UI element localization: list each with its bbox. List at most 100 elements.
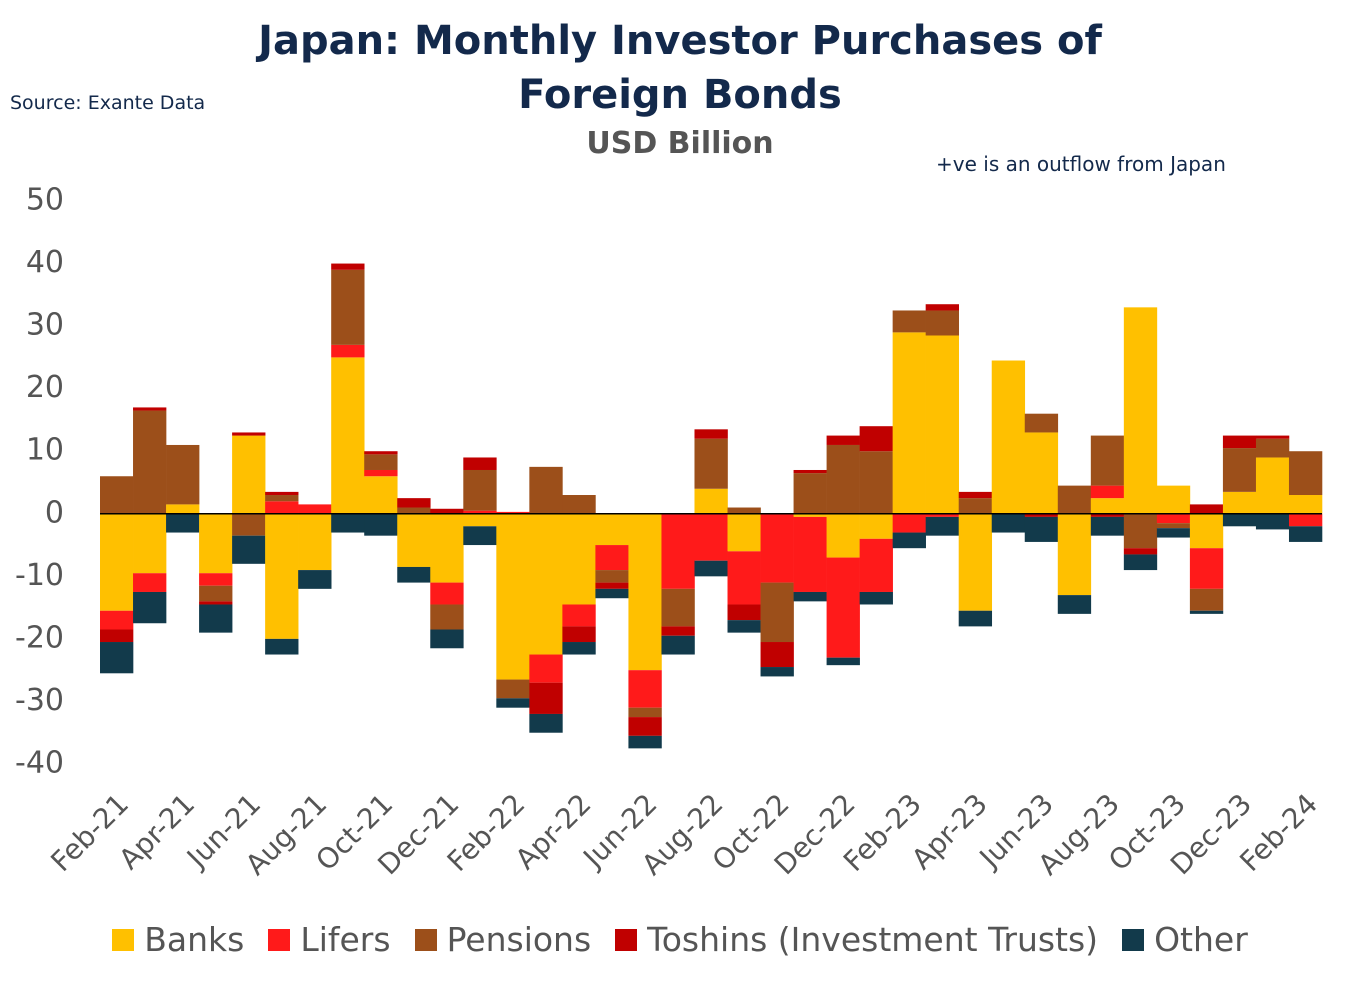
chart-title: Japan: Monthly Investor Purchases of For… (258, 18, 1102, 118)
bar-segment (1156, 528, 1191, 538)
bar-segment (133, 410, 167, 514)
bar-segment (1288, 451, 1323, 496)
legend-swatch (112, 928, 135, 951)
bar-segment (595, 570, 629, 583)
bar-segment (364, 469, 398, 477)
legend-swatch (268, 928, 291, 951)
bar-segment (430, 582, 464, 605)
bar-segment (760, 667, 794, 677)
bar-segment (1123, 307, 1158, 514)
y-tick-label: -30 (15, 683, 64, 718)
legend-label: Banks (144, 920, 245, 959)
legend-item: Banks (112, 920, 244, 959)
bar-segment (529, 513, 563, 655)
y-tick-label: 40 (26, 245, 64, 280)
bar-segment (1024, 516, 1059, 542)
bar-segment (1057, 513, 1092, 596)
bar-segment (1156, 523, 1191, 529)
bar-segment (628, 513, 662, 671)
bar-segment (496, 679, 530, 699)
bar-segment (958, 513, 993, 611)
y-tick-label: 10 (26, 433, 64, 468)
legend-item: Other (1122, 920, 1248, 959)
x-tick-label: Apr-23 (905, 787, 994, 876)
bar-segment (463, 469, 497, 511)
bar-segment (199, 573, 233, 586)
bar-segment (133, 407, 167, 411)
bar-segment (1156, 513, 1191, 524)
bar-segment (892, 310, 926, 333)
bar-segment (958, 610, 993, 627)
bar-segment (661, 588, 695, 627)
bar-segment (265, 638, 299, 655)
bar-segment (463, 526, 497, 546)
bar-segment (1024, 513, 1059, 517)
bar-segment (496, 511, 530, 514)
bar-segment (1090, 485, 1125, 499)
legend-label: Toshins (Investment Trusts) (647, 920, 1099, 959)
legend-label: Pensions (446, 920, 592, 959)
bar-segment (1222, 513, 1257, 527)
bar-segment (397, 566, 431, 583)
y-tick-label: -40 (15, 746, 64, 781)
bar-segment (826, 557, 860, 658)
bar-segment (232, 535, 266, 564)
bar-segment (199, 601, 233, 605)
bar-segment (991, 513, 1026, 533)
bar-segment (760, 513, 794, 583)
bar-segment (1189, 588, 1224, 611)
chart-subtitle: USD Billion (586, 126, 774, 161)
bar-segment (364, 476, 398, 514)
bar-segment (199, 585, 233, 602)
bar-segment (859, 538, 893, 592)
bar-segment (1024, 413, 1059, 433)
bar-segment (364, 451, 398, 455)
bar-segment (892, 513, 926, 533)
bar-segment (1222, 448, 1257, 492)
bar-segment (760, 582, 794, 643)
bar-segment (562, 604, 596, 627)
bar-segment (1090, 498, 1125, 514)
bar-segment (430, 508, 464, 514)
bar-segment (1189, 504, 1224, 514)
bar-segment (562, 642, 596, 655)
annotation: +ve is an outflow from Japan (936, 152, 1226, 176)
bar-segment (331, 269, 365, 345)
bar-segment (826, 657, 860, 666)
bar-segment (1189, 513, 1224, 549)
bar-segment (298, 570, 332, 589)
bar-segment (661, 635, 695, 655)
bar-segment (1057, 595, 1092, 614)
bar-segment (100, 642, 134, 674)
y-tick-label: 30 (26, 308, 64, 343)
legend-item: Toshins (Investment Trusts) (615, 920, 1098, 959)
legend-label: Other (1154, 920, 1248, 959)
bar-segment (727, 507, 761, 514)
y-tick-label: -10 (15, 558, 64, 593)
bar-segment (727, 604, 761, 621)
x-tick-label: Apr-22 (509, 787, 598, 876)
bar-segment (727, 513, 761, 552)
bar-segment (397, 498, 431, 508)
bar-segment (232, 513, 266, 536)
bar-segment (793, 513, 827, 517)
bar-segment (1090, 513, 1125, 517)
bar-segment (793, 473, 827, 514)
bar-segment (166, 444, 200, 505)
bar-segment (1189, 610, 1224, 614)
bar-segment (958, 491, 993, 499)
bar-segment (1288, 513, 1323, 527)
bar-segment (826, 435, 860, 445)
y-tick-label: 50 (26, 183, 64, 218)
bar-segment (628, 670, 662, 708)
bar-segment (562, 495, 596, 514)
bar-segment (859, 426, 893, 452)
bar-segment (496, 513, 530, 680)
bar-segment (331, 513, 365, 533)
bar-segment (562, 513, 596, 605)
legend-swatch (1122, 928, 1145, 951)
bar-segment (991, 360, 1026, 514)
bar-segment (694, 488, 728, 514)
bar-segment (463, 513, 497, 527)
